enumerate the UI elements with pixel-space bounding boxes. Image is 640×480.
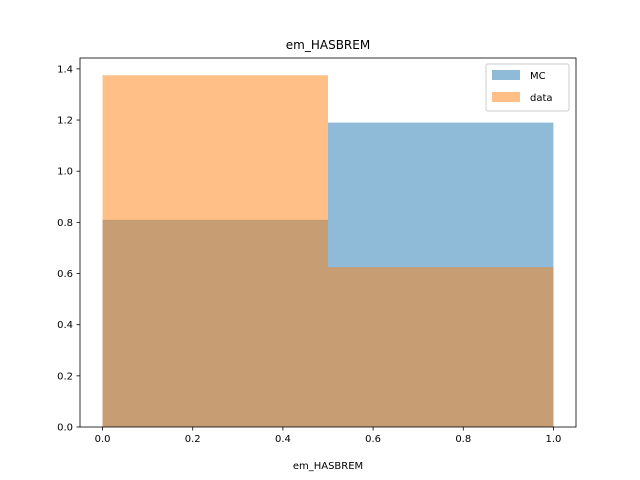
bar-data-bin-1 xyxy=(328,267,554,427)
y-tick-label: 0.2 xyxy=(57,371,73,382)
x-tick-label: 0.6 xyxy=(365,434,381,445)
legend: MC data xyxy=(485,63,570,112)
y-tick-label: 0.4 xyxy=(57,320,73,331)
x-tick-label: 0.8 xyxy=(455,434,471,445)
x-tick-label: 0.4 xyxy=(275,434,291,445)
bar-data-bin-0 xyxy=(102,75,328,427)
x-axis-label: em_HASBREM xyxy=(293,461,363,472)
chart-title: em_HASBREM xyxy=(286,38,370,52)
y-tick-label: 0.6 xyxy=(57,269,73,280)
y-tick-label: 0.8 xyxy=(57,218,73,229)
x-tick-label: 1.0 xyxy=(546,434,562,445)
legend-label-mc: MC xyxy=(530,71,546,82)
bars-group xyxy=(102,75,554,427)
legend-swatch-data xyxy=(492,92,520,102)
y-tick-label: 1.2 xyxy=(57,116,73,127)
plot-frame xyxy=(79,57,577,428)
axes-group: 0.0 0.2 0.4 0.6 0.8 1.0 0.0 0.2 0.4 0.6 0.8 1.0 1.2 1… xyxy=(57,57,577,445)
y-tick-label: 1.0 xyxy=(57,167,73,178)
y-tick-label: 1.4 xyxy=(57,64,73,75)
legend-swatch-mc xyxy=(492,70,520,80)
x-tick-label: 0.0 xyxy=(95,434,111,445)
x-tick-label: 0.2 xyxy=(185,434,201,445)
legend-label-data: data xyxy=(530,93,553,104)
y-tick-label: 0.0 xyxy=(57,423,73,434)
